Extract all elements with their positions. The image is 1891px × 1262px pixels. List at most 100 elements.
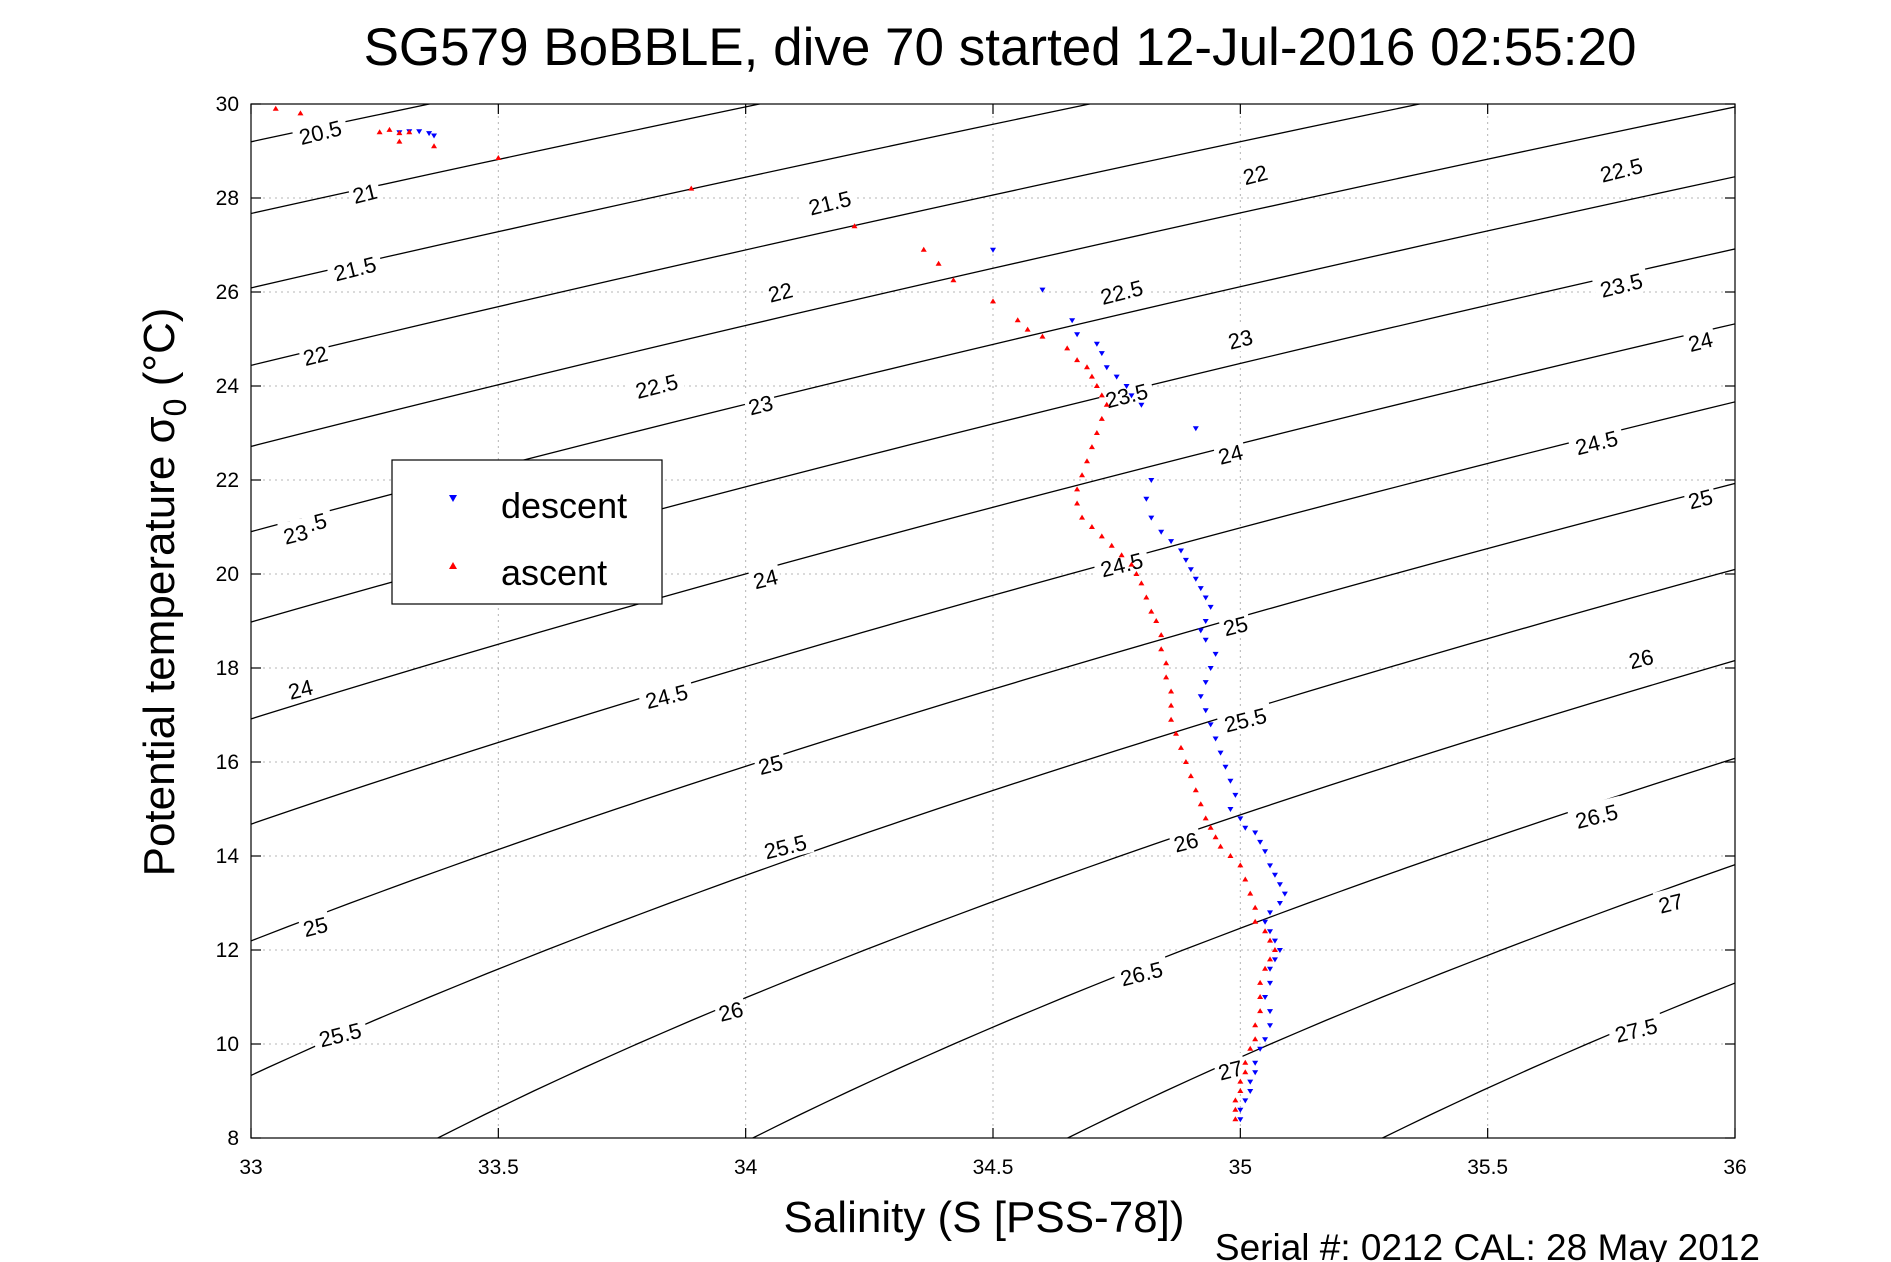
descent-point xyxy=(1197,694,1204,700)
ascent-point xyxy=(1138,580,1145,586)
contour-label: 24 xyxy=(286,675,316,705)
y-tick-label: 24 xyxy=(216,375,240,398)
contour-line xyxy=(1381,982,1735,1138)
ascent-point xyxy=(990,298,996,304)
descent-point xyxy=(1069,318,1076,324)
ascent-point xyxy=(1079,514,1086,520)
descent-point xyxy=(1182,557,1189,563)
contour-label-group: 26 xyxy=(1623,641,1659,674)
ascent-point xyxy=(1093,430,1100,435)
contour-label-background xyxy=(1237,157,1273,190)
contour-label: 25.5 xyxy=(316,1018,364,1053)
contour-label-group: 23 xyxy=(277,516,313,550)
descent-point xyxy=(1192,426,1199,432)
contour-label: 23 xyxy=(1226,324,1256,354)
descent-point xyxy=(1212,736,1219,742)
descent-point xyxy=(1252,1070,1259,1076)
ascent-point xyxy=(1064,345,1071,351)
contour-label-group: 25 xyxy=(752,747,788,780)
contour-label: 23 xyxy=(746,390,776,420)
ascent-point xyxy=(1267,956,1274,962)
descent-point xyxy=(1202,708,1209,714)
ascent-point xyxy=(1212,834,1219,840)
descent-point xyxy=(1138,402,1145,408)
ascent-point xyxy=(1088,444,1095,450)
y-tick-label: 22 xyxy=(216,469,239,492)
contour-label-background xyxy=(1217,608,1253,641)
ascent-point xyxy=(376,129,383,135)
ascent-point xyxy=(1267,937,1274,943)
descent-point xyxy=(1207,604,1214,610)
ascent-point xyxy=(1262,928,1269,934)
contour-label-group: 22 xyxy=(297,338,333,371)
y-axis-label-main: Potential temperature σ xyxy=(135,416,184,876)
descent-point xyxy=(1202,619,1209,624)
descent-point xyxy=(1262,849,1269,855)
descent-point xyxy=(1222,764,1229,770)
serial-calibration-note: Serial #: 0212 CAL: 28 May 2012 xyxy=(1215,1227,1760,1262)
x-axis-label: Salinity (S [PSS-78]) xyxy=(783,1193,1184,1242)
ascent-point xyxy=(1039,333,1046,339)
descent-point xyxy=(1148,478,1155,483)
contour-label-background xyxy=(1591,264,1651,304)
contour-label: 22 xyxy=(301,341,331,371)
ascent-point xyxy=(1232,1106,1239,1112)
ascent-point xyxy=(1247,1045,1254,1051)
contour-label: 25 xyxy=(1686,484,1716,514)
ascent-point xyxy=(1093,383,1100,388)
contour-label: 21.5 xyxy=(806,186,854,221)
descent-point xyxy=(1267,863,1274,869)
contour-label: 25 xyxy=(301,912,331,942)
ascent-point xyxy=(431,143,438,149)
descent-point xyxy=(1267,1023,1274,1029)
contour-label-background xyxy=(1623,641,1659,674)
ascent-point xyxy=(1182,759,1189,764)
contour-label-group: 21.5 xyxy=(800,182,859,221)
contour-label-group: 23.5 xyxy=(1591,264,1651,304)
contour-label-background xyxy=(747,561,783,594)
contour-label: 25 xyxy=(1221,611,1251,641)
ascent-point xyxy=(1168,716,1175,722)
descent-point xyxy=(1262,995,1269,1000)
descent-point xyxy=(1242,1098,1249,1104)
contour-label-background xyxy=(1566,422,1626,461)
descent-point xyxy=(426,131,433,137)
descent-point xyxy=(1267,980,1274,986)
descent-point xyxy=(1281,891,1288,897)
contour-label-group: 25.5 xyxy=(310,1014,370,1053)
x-tick-label: 33.5 xyxy=(478,1156,519,1179)
descent-point xyxy=(1039,287,1046,293)
ascent-point xyxy=(396,138,403,144)
descent-point xyxy=(1262,1037,1269,1043)
ascent-point xyxy=(1143,594,1150,600)
ascent-point xyxy=(1242,1059,1249,1065)
x-tick-label: 33 xyxy=(239,1156,262,1179)
contour-line xyxy=(436,659,1735,1138)
contour-line xyxy=(1066,864,1735,1138)
contour-label-background xyxy=(762,274,798,308)
contour-label: 22.5 xyxy=(1098,275,1146,310)
x-tick-label: 35.5 xyxy=(1467,1156,1508,1179)
ascent-point xyxy=(386,126,393,132)
descent-point xyxy=(1128,393,1135,399)
descent-point xyxy=(1177,548,1184,554)
contour-label-group: 24.5 xyxy=(1566,422,1626,461)
descent-point xyxy=(1252,1060,1259,1066)
ascent-point xyxy=(1083,364,1090,370)
descent-point xyxy=(1247,1079,1254,1085)
ascent-point xyxy=(1271,947,1278,952)
y-tick-label: 10 xyxy=(216,1033,239,1056)
contour-label-group: 24 xyxy=(747,561,783,594)
contour-label-group: 23 xyxy=(742,387,778,420)
contour-label-group: 25.5 xyxy=(1215,699,1275,738)
ascent-point xyxy=(1163,674,1170,680)
descent-point xyxy=(1257,839,1264,845)
ascent-point xyxy=(1252,904,1259,910)
x-tick-label: 35 xyxy=(1229,1156,1252,1179)
descent-point xyxy=(1262,919,1269,925)
contour-label: 22.5 xyxy=(633,369,681,404)
ascent-point xyxy=(1098,533,1105,539)
contour-label-background xyxy=(325,248,384,287)
